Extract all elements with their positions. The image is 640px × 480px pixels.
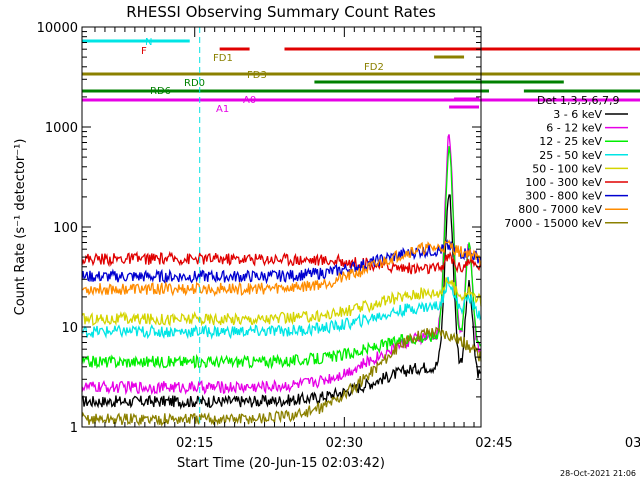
flag-label: FD1	[213, 53, 233, 64]
plot-frame	[81, 26, 482, 428]
flag-label: FD2	[364, 62, 384, 73]
series-line	[81, 194, 482, 410]
timestamp: 28-Oct-2021 21:06	[560, 469, 636, 478]
series-line	[81, 146, 482, 370]
y-tick-label: 1	[70, 421, 78, 436]
series-line	[81, 134, 482, 396]
flag-label: N	[145, 37, 152, 48]
legend-label: 12 - 25 keV	[539, 135, 602, 148]
series-line	[81, 250, 482, 275]
series-line	[81, 276, 482, 340]
legend-label: 3 - 6 keV	[553, 108, 602, 121]
legend-label: 300 - 800 keV	[525, 190, 602, 203]
flag-bars: NFFD1FD2FD3RD0RD6A0A1	[82, 37, 640, 115]
legend-label: 50 - 100 keV	[532, 162, 602, 175]
chart-title: RHESSI Observing Summary Count Rates	[126, 3, 436, 21]
series-line	[82, 239, 482, 297]
x-tick-label: 02:45	[475, 436, 512, 451]
series-line	[81, 277, 482, 327]
flag-label: F	[141, 46, 147, 57]
flag-label: A1	[216, 104, 229, 115]
legend-label: 6 - 12 keV	[546, 122, 602, 135]
legend-label: 25 - 50 keV	[539, 149, 602, 162]
legend-title: Det 1,3,5,6,7,9	[537, 94, 620, 107]
flag-label: RD6	[150, 86, 171, 97]
vertical-markers	[199, 27, 201, 427]
y-axis: 1 10 100 1000 10000	[37, 21, 481, 436]
series-line	[81, 238, 482, 285]
series-line	[81, 326, 482, 427]
x-axis-label: Start Time (20-Jun-15 02:03:42)	[177, 456, 385, 471]
y-tick-label: 10000	[37, 21, 78, 36]
y-tick-label: 1000	[45, 121, 78, 136]
legend-label: 800 - 7000 keV	[518, 203, 602, 216]
flag-label: RD0	[184, 78, 205, 89]
x-tick-label: 02:30	[326, 436, 363, 451]
y-tick-label: 100	[53, 221, 78, 236]
x-tick-label: 03:00	[625, 436, 640, 451]
y-tick-label: 10	[61, 321, 78, 336]
flag-label: FD3	[247, 70, 267, 81]
legend-label: 7000 - 15000 keV	[504, 217, 602, 230]
y-axis-label: Count Rate (s⁻¹ detector⁻¹)	[13, 139, 28, 316]
data-series	[81, 134, 482, 427]
x-tick-label: 02:15	[176, 436, 213, 451]
legend-label: 100 - 300 keV	[525, 176, 602, 189]
